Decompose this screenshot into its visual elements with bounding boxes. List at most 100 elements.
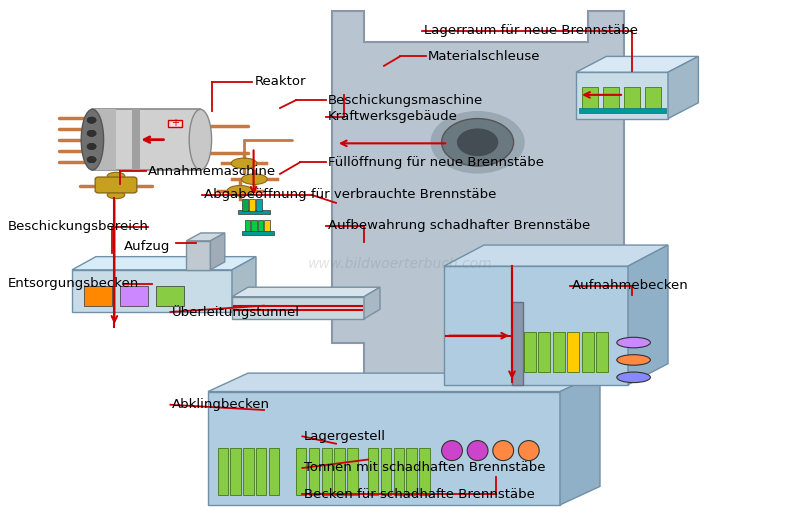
FancyBboxPatch shape: [230, 448, 241, 495]
FancyBboxPatch shape: [624, 87, 640, 110]
Polygon shape: [668, 56, 698, 119]
Circle shape: [88, 131, 96, 136]
FancyBboxPatch shape: [296, 448, 306, 495]
Text: Aufnahmebecken: Aufnahmebecken: [572, 279, 689, 292]
FancyBboxPatch shape: [258, 220, 263, 231]
FancyBboxPatch shape: [243, 448, 254, 495]
FancyBboxPatch shape: [256, 199, 262, 211]
Text: Lagerraum für neue Brennstäbe: Lagerraum für neue Brennstäbe: [424, 24, 638, 37]
FancyBboxPatch shape: [186, 241, 210, 270]
FancyBboxPatch shape: [538, 332, 550, 372]
FancyBboxPatch shape: [72, 270, 232, 312]
Circle shape: [458, 129, 498, 155]
Text: Abklingbecken: Abklingbecken: [172, 398, 270, 411]
FancyBboxPatch shape: [256, 448, 266, 495]
FancyBboxPatch shape: [603, 87, 619, 110]
FancyBboxPatch shape: [96, 110, 117, 170]
FancyBboxPatch shape: [95, 177, 137, 193]
Circle shape: [88, 118, 96, 123]
Circle shape: [431, 112, 524, 173]
Ellipse shape: [227, 186, 253, 196]
Ellipse shape: [107, 172, 125, 180]
Polygon shape: [560, 373, 600, 505]
Circle shape: [88, 157, 96, 162]
Polygon shape: [186, 233, 225, 241]
FancyBboxPatch shape: [120, 286, 148, 306]
Ellipse shape: [231, 158, 257, 169]
FancyBboxPatch shape: [232, 297, 364, 319]
FancyBboxPatch shape: [596, 332, 608, 372]
Circle shape: [88, 118, 96, 123]
Text: Reaktor: Reaktor: [254, 75, 306, 88]
Ellipse shape: [442, 441, 462, 461]
Ellipse shape: [82, 110, 104, 170]
Polygon shape: [444, 245, 668, 266]
Text: Annahmemaschine: Annahmemaschine: [148, 165, 276, 178]
FancyBboxPatch shape: [582, 332, 594, 372]
FancyBboxPatch shape: [553, 332, 565, 372]
FancyBboxPatch shape: [524, 332, 536, 372]
Text: Aufzug: Aufzug: [124, 240, 170, 253]
Polygon shape: [72, 257, 256, 270]
Polygon shape: [332, 11, 624, 382]
FancyBboxPatch shape: [249, 199, 255, 211]
FancyBboxPatch shape: [381, 448, 391, 495]
Text: Tonnen mit schadhaften Brennstäbe: Tonnen mit schadhaften Brennstäbe: [304, 462, 546, 474]
Ellipse shape: [190, 110, 211, 170]
FancyBboxPatch shape: [334, 448, 345, 495]
Text: Lagergestell: Lagergestell: [304, 430, 386, 443]
FancyBboxPatch shape: [419, 448, 430, 495]
Text: Beschickungsbereich: Beschickungsbereich: [8, 220, 149, 233]
Circle shape: [88, 144, 96, 149]
Polygon shape: [628, 245, 668, 385]
FancyBboxPatch shape: [347, 448, 358, 495]
Polygon shape: [210, 233, 225, 270]
Ellipse shape: [617, 372, 650, 383]
FancyBboxPatch shape: [394, 448, 404, 495]
FancyBboxPatch shape: [84, 286, 112, 306]
Text: Beschickungsmaschine: Beschickungsmaschine: [328, 94, 483, 106]
FancyBboxPatch shape: [264, 220, 270, 231]
FancyBboxPatch shape: [251, 220, 257, 231]
Polygon shape: [576, 56, 698, 72]
Circle shape: [88, 131, 96, 136]
Circle shape: [88, 131, 96, 136]
Ellipse shape: [518, 441, 539, 461]
FancyBboxPatch shape: [368, 448, 378, 495]
Text: www.bildwoerterbuch.com: www.bildwoerterbuch.com: [308, 257, 492, 270]
Polygon shape: [208, 373, 600, 392]
Ellipse shape: [467, 441, 488, 461]
FancyBboxPatch shape: [92, 110, 200, 170]
FancyBboxPatch shape: [309, 448, 319, 495]
Circle shape: [88, 157, 96, 162]
FancyBboxPatch shape: [238, 210, 270, 214]
Text: +: +: [171, 119, 179, 128]
Circle shape: [88, 157, 96, 162]
FancyBboxPatch shape: [242, 231, 274, 235]
Polygon shape: [232, 287, 380, 297]
FancyBboxPatch shape: [444, 266, 628, 385]
FancyBboxPatch shape: [269, 448, 279, 495]
Circle shape: [88, 144, 96, 149]
FancyBboxPatch shape: [579, 108, 666, 113]
Polygon shape: [232, 257, 256, 312]
FancyBboxPatch shape: [208, 392, 560, 505]
FancyBboxPatch shape: [576, 72, 668, 119]
FancyBboxPatch shape: [567, 332, 579, 372]
FancyBboxPatch shape: [242, 199, 248, 211]
FancyBboxPatch shape: [406, 448, 417, 495]
Text: Materialschleuse: Materialschleuse: [428, 50, 541, 63]
FancyBboxPatch shape: [218, 448, 228, 495]
FancyBboxPatch shape: [245, 220, 250, 231]
Text: Überleitungstunnel: Überleitungstunnel: [172, 305, 300, 319]
Ellipse shape: [617, 355, 650, 365]
Ellipse shape: [617, 337, 650, 348]
FancyBboxPatch shape: [168, 120, 182, 127]
FancyBboxPatch shape: [645, 87, 661, 110]
FancyBboxPatch shape: [512, 302, 523, 385]
Circle shape: [88, 118, 96, 123]
Circle shape: [88, 144, 96, 149]
FancyBboxPatch shape: [132, 110, 140, 170]
Text: Füllöffnung für neue Brennstäbe: Füllöffnung für neue Brennstäbe: [328, 156, 544, 169]
Text: Abgabeöffnung für verbrauchte Brennstäbe: Abgabeöffnung für verbrauchte Brennstäbe: [204, 189, 496, 201]
